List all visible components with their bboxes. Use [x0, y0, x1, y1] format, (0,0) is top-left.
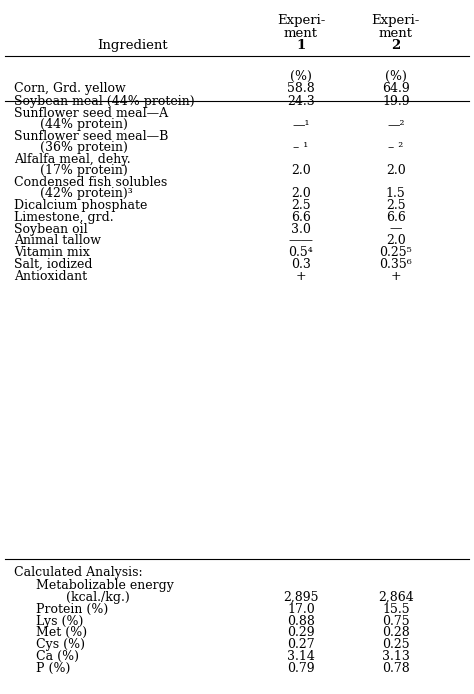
Text: Sunflower seed meal—A: Sunflower seed meal—A [14, 108, 168, 120]
Text: 3.0: 3.0 [291, 223, 311, 235]
Text: —¹: —¹ [292, 119, 310, 131]
Text: ment: ment [284, 27, 318, 40]
Text: ment: ment [379, 27, 413, 40]
Text: Alfalfa meal, dehy.: Alfalfa meal, dehy. [14, 153, 131, 166]
Text: 6.6: 6.6 [386, 211, 406, 223]
Text: Salt, iodized: Salt, iodized [14, 258, 93, 271]
Text: —²: —² [387, 119, 404, 131]
Text: Calculated Analysis:: Calculated Analysis: [14, 566, 143, 579]
Text: Condensed fish solubles: Condensed fish solubles [14, 176, 167, 189]
Text: Corn, Grd. yellow: Corn, Grd. yellow [14, 83, 126, 95]
Text: 64.9: 64.9 [382, 83, 410, 95]
Text: 2.0: 2.0 [291, 164, 311, 177]
Text: 2.0: 2.0 [386, 235, 406, 247]
Text: Ca (%): Ca (%) [36, 650, 79, 663]
Text: 0.28: 0.28 [382, 627, 410, 639]
Text: Metabolizable energy: Metabolizable energy [36, 579, 173, 592]
Text: Soybean oil: Soybean oil [14, 223, 88, 235]
Text: Experi-: Experi- [372, 15, 420, 27]
Text: Ingredient: Ingredient [98, 39, 168, 51]
Text: 2.5: 2.5 [291, 199, 311, 212]
Text: 1.5: 1.5 [386, 187, 406, 200]
Text: Protein (%): Protein (%) [36, 603, 108, 616]
Text: Met (%): Met (%) [36, 627, 87, 639]
Text: Limestone, grd.: Limestone, grd. [14, 211, 114, 223]
Text: Lys (%): Lys (%) [36, 615, 83, 627]
Text: (44% protein): (44% protein) [40, 119, 128, 131]
Text: Antioxidant: Antioxidant [14, 270, 87, 282]
Text: 3.14: 3.14 [287, 650, 315, 663]
Text: Sunflower seed meal—B: Sunflower seed meal—B [14, 130, 169, 143]
Text: 6.6: 6.6 [291, 211, 311, 223]
Text: – ¹: – ¹ [293, 142, 309, 154]
Text: 0.88: 0.88 [287, 615, 315, 627]
Text: 0.78: 0.78 [382, 662, 410, 675]
Text: Dicalcium phosphate: Dicalcium phosphate [14, 199, 147, 212]
Text: +: + [296, 270, 306, 282]
Text: +: + [391, 270, 401, 282]
Text: – ²: – ² [388, 142, 403, 154]
Text: 2,864: 2,864 [378, 591, 414, 604]
Text: 58.8: 58.8 [287, 83, 315, 95]
Text: Cys (%): Cys (%) [36, 638, 84, 651]
Text: 0.75: 0.75 [382, 615, 410, 627]
Text: 3.13: 3.13 [382, 650, 410, 663]
Text: 17.0: 17.0 [287, 603, 315, 616]
Text: 0.35⁶: 0.35⁶ [379, 258, 412, 271]
Text: Animal tallow: Animal tallow [14, 235, 101, 247]
Text: 0.25⁵: 0.25⁵ [379, 246, 412, 259]
Text: (42% protein)³: (42% protein)³ [40, 187, 133, 200]
Text: Soybean meal (44% protein): Soybean meal (44% protein) [14, 95, 195, 108]
Text: 0.5⁴: 0.5⁴ [289, 246, 313, 259]
Text: 24.3: 24.3 [287, 95, 315, 108]
Text: (%): (%) [290, 70, 312, 83]
Text: (kcal./kg.): (kcal./kg.) [66, 591, 130, 604]
Text: 2,895: 2,895 [283, 591, 319, 604]
Text: 19.9: 19.9 [382, 95, 410, 108]
Text: 15.5: 15.5 [382, 603, 410, 616]
Text: 0.29: 0.29 [287, 627, 315, 639]
Text: 0.79: 0.79 [287, 662, 315, 675]
Text: (36% protein): (36% protein) [40, 142, 128, 154]
Text: 0.27: 0.27 [287, 638, 315, 651]
Text: P (%): P (%) [36, 662, 70, 675]
Text: 2: 2 [391, 40, 401, 52]
Text: 0.3: 0.3 [291, 258, 311, 271]
Text: 2.0: 2.0 [386, 164, 406, 177]
Text: Experi-: Experi- [277, 15, 325, 27]
Text: 1: 1 [296, 40, 306, 52]
Text: 0.25: 0.25 [382, 638, 410, 651]
Text: 2.5: 2.5 [386, 199, 406, 212]
Text: —: — [390, 223, 402, 235]
Text: (17% protein): (17% protein) [40, 164, 128, 177]
Text: (%): (%) [385, 70, 407, 83]
Text: 2.0: 2.0 [291, 187, 311, 200]
Text: Vitamin mix: Vitamin mix [14, 246, 90, 259]
Text: ——: —— [289, 235, 313, 247]
